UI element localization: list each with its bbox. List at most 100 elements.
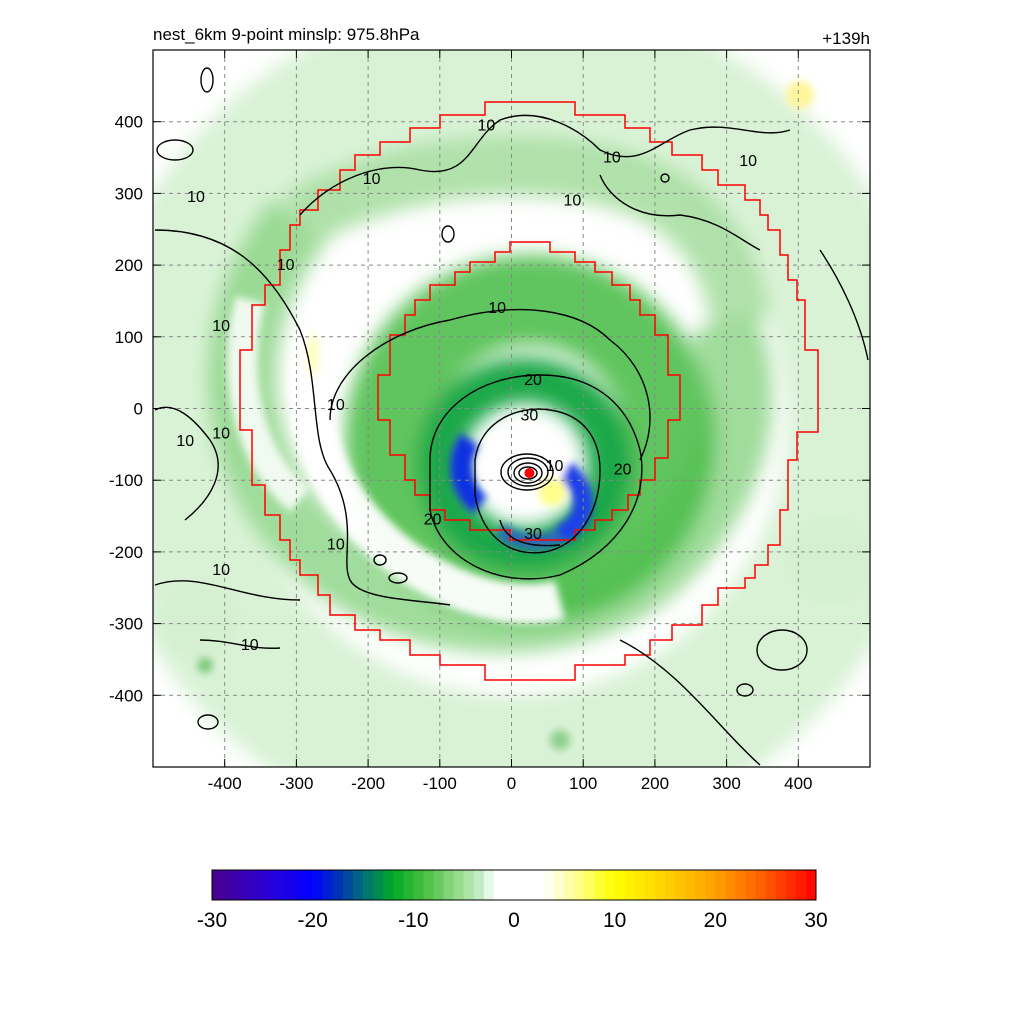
colorbar-swatch-49 — [705, 870, 716, 900]
y-tick-label-8: -400 — [109, 686, 143, 705]
contour-blob-5 — [736, 683, 754, 697]
axis-ticks — [153, 50, 870, 767]
contour-10-upper — [299, 114, 791, 216]
contour-label-4: 10 — [564, 193, 582, 210]
contour-blob-1 — [388, 572, 408, 584]
colorbar-swatch-6 — [272, 870, 283, 900]
shade-eyewall-southeast — [554, 462, 594, 544]
colorbar-swatch-55 — [765, 870, 777, 900]
colorbar-swatch-25 — [463, 870, 475, 900]
colorbar-swatch-7 — [282, 870, 294, 900]
colorbar-swatch-11 — [322, 870, 334, 900]
contour-30-south — [499, 519, 561, 547]
y-tick-label-4: 0 — [134, 400, 143, 419]
contour-label-16: 20 — [524, 372, 542, 389]
contour-20 — [429, 374, 643, 580]
colorbar-swatch-16 — [373, 870, 384, 900]
contour-10-br — [619, 639, 761, 766]
colorbar-swatch-54 — [755, 870, 767, 900]
tick-labels: -400 -300 -200 -100 0 100 200 300 40040030020010… — [109, 113, 813, 793]
x-tick-label-2: -200 — [351, 774, 385, 793]
colorbar-tick-label-3: 0 — [508, 909, 520, 932]
colorbar-swatch-19 — [403, 870, 414, 900]
contour-label-11: 10 — [212, 562, 230, 579]
contour-blob-8 — [200, 67, 214, 93]
contour-label-0: 10 — [187, 189, 205, 206]
contour-eye-4 — [518, 466, 538, 480]
colorbar-tick-label-4: 10 — [603, 909, 626, 932]
contour-30 — [474, 408, 601, 554]
colorbar-swatch-5 — [262, 870, 273, 900]
contour-label-5: 10 — [739, 153, 757, 170]
contour-label-1: 10 — [363, 171, 381, 188]
shade-eyewall-south — [495, 523, 565, 550]
colorbar-swatch-46 — [675, 870, 686, 900]
chart-title: nest_6km 9-point minslp: 975.8hPa — [153, 25, 420, 44]
colorbar-tick-label-6: 30 — [804, 909, 827, 932]
contour-label-10: 10 — [327, 537, 345, 554]
colorbar-swatch-18 — [393, 870, 404, 900]
contour-eye-2 — [507, 457, 549, 487]
shade-yellow-corner — [786, 81, 814, 109]
x-tick-label-1: -300 — [279, 774, 313, 793]
contour-10-tr — [599, 174, 761, 251]
contours — [154, 67, 869, 766]
x-tick-label-6: 200 — [641, 774, 669, 793]
colorbar-swatch-13 — [342, 870, 354, 900]
colorbar-swatch-59 — [805, 870, 817, 900]
contour-labels: 10 10 10 10 10 10 10 10 10 10 10 10 10 10 10 10 20 20 20 30… — [176, 117, 757, 654]
colorbar-swatch-35 — [564, 870, 575, 900]
contour-label-20: 30 — [524, 526, 542, 543]
shade-eyewall-west — [450, 433, 488, 514]
contour-label-19: 30 — [521, 408, 539, 425]
colorbar-swatch-41 — [624, 870, 636, 900]
colorbar-swatch-23 — [443, 870, 455, 900]
colorbar-swatch-43 — [644, 870, 656, 900]
contour-blob-7 — [660, 173, 670, 183]
colorbar-swatch-32 — [534, 870, 545, 900]
contour-10-bl — [154, 580, 301, 601]
plot-area: 10 10 10 10 10 10 10 10 10 10 10 10 10 10 10 10 20 20 20 30… — [153, 50, 870, 767]
colorbar-swatch-53 — [745, 870, 757, 900]
colorbar-frame — [211, 869, 817, 901]
colorbar-swatch-44 — [654, 870, 666, 900]
contour-label-15: 10 — [546, 458, 564, 475]
x-tick-label-8: 400 — [784, 774, 812, 793]
x-tick-label-4: 0 — [507, 774, 516, 793]
x-tick-label-3: -100 — [423, 774, 457, 793]
y-tick-label-5: -100 — [109, 471, 143, 490]
contour-label-6: 10 — [277, 257, 295, 274]
colorbar-swatch-17 — [383, 870, 394, 900]
contour-label-12: 10 — [241, 637, 259, 654]
colorbar-swatch-8 — [292, 870, 304, 900]
contour-blob-4 — [197, 714, 219, 730]
contour-label-9: 10 — [212, 426, 230, 443]
contour-label-14: 10 — [488, 300, 506, 317]
colorbar-swatch-50 — [715, 870, 726, 900]
x-tick-label-5: 100 — [569, 774, 597, 793]
chart-time-label: +139h — [822, 29, 870, 48]
outer-nest-boundary — [239, 101, 819, 681]
contour-label-17: 20 — [614, 461, 632, 478]
colorbar — [211, 869, 817, 901]
colorbar-swatch-24 — [453, 870, 465, 900]
colorbar-swatch-14 — [352, 870, 364, 900]
colorbar-swatch-2 — [232, 870, 243, 900]
colorbar-tick-labels: -30 -20 -10 0 10 20 30 — [197, 909, 828, 932]
colorbar-swatch-29 — [503, 870, 515, 900]
colorbar-swatch-40 — [614, 870, 626, 900]
colorbar-swatch-33 — [544, 870, 555, 900]
contour-10-left — [154, 406, 219, 521]
x-tick-label-7: 300 — [712, 774, 740, 793]
contour-label-3: 10 — [603, 150, 621, 167]
colorbar-swatch-21 — [423, 870, 434, 900]
contour-blob-3 — [441, 225, 455, 243]
contour-eye-1 — [500, 453, 554, 491]
colorbar-swatch-3 — [242, 870, 253, 900]
contour-label-7: 10 — [212, 318, 230, 335]
shade-upper-band — [284, 135, 770, 325]
shade-core-ring — [417, 357, 633, 573]
y-tick-label-3: 100 — [115, 328, 143, 347]
contour-10-bl2 — [199, 639, 281, 649]
